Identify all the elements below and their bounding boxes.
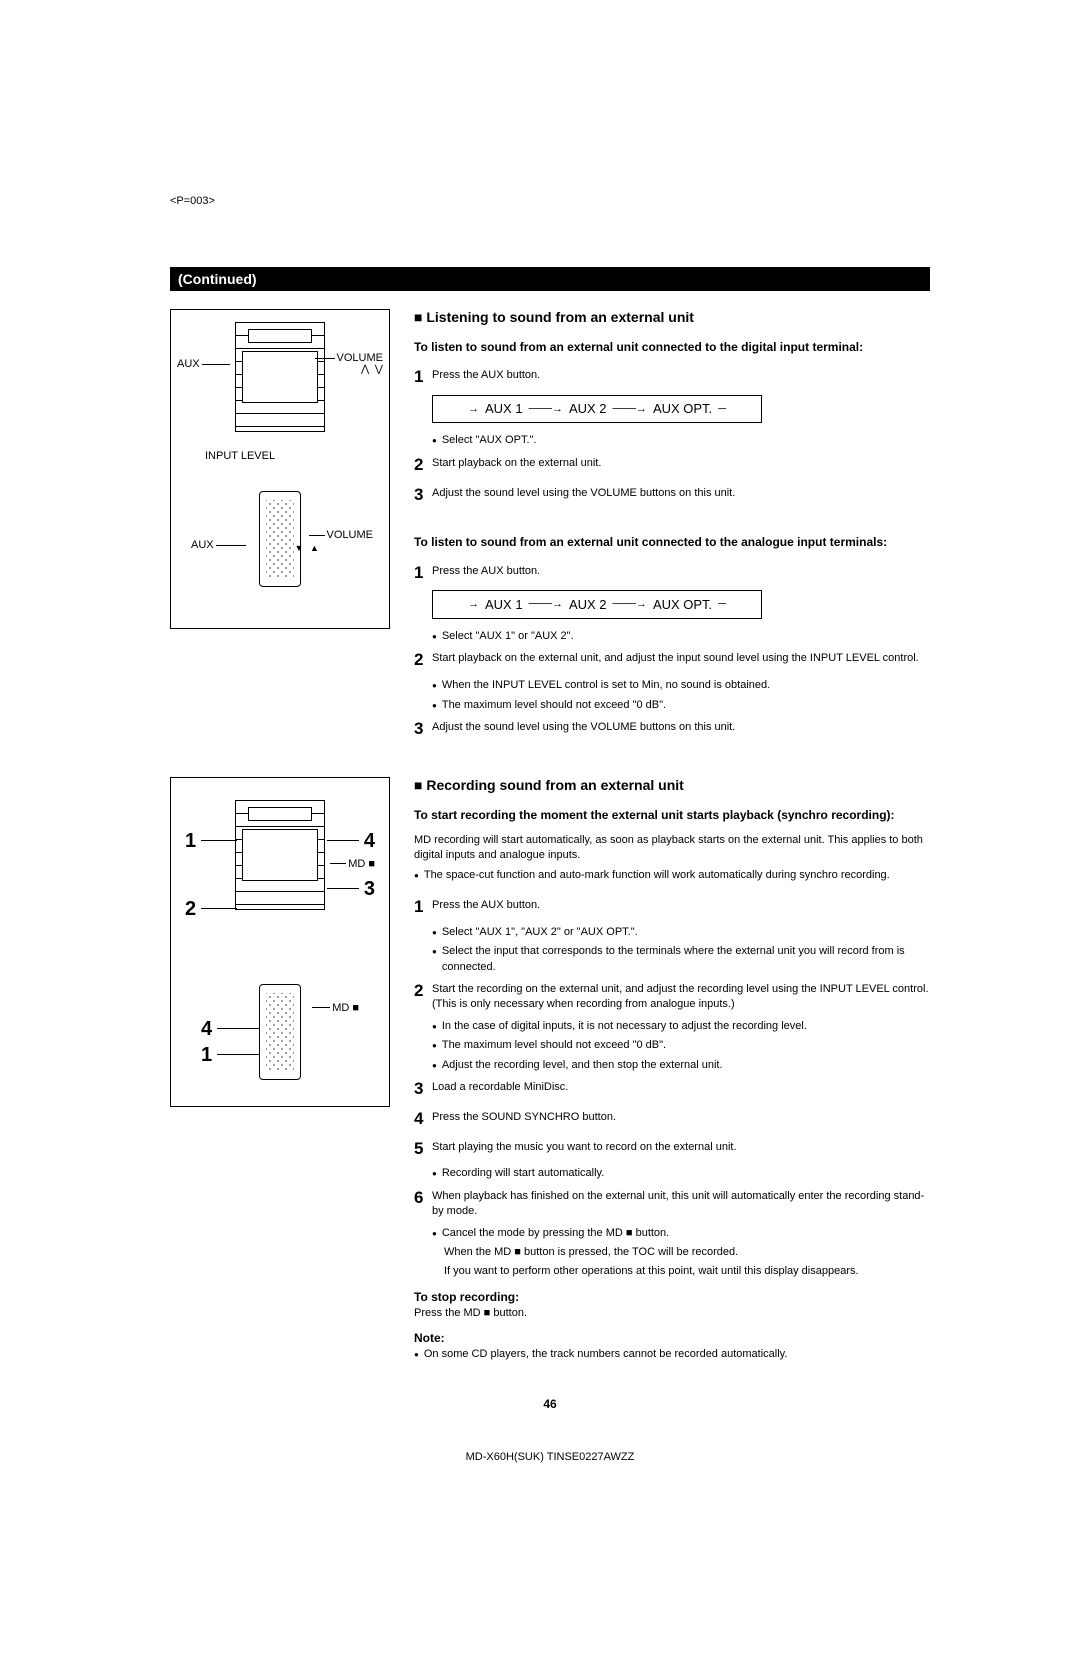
- rec-step-2: 2Start the recording on the external uni…: [414, 979, 930, 1013]
- callout-1b: 1: [201, 1044, 212, 1067]
- bullet-select-auxopt: Select "AUX OPT.".: [414, 433, 930, 448]
- bullet-rec-auto: Recording will start automatically.: [414, 1166, 930, 1181]
- page-marker: <P=003>: [170, 195, 930, 207]
- listening-title: Listening to sound from an external unit: [414, 309, 930, 325]
- aux-flow-1: →AUX 1 ───→AUX 2 ───→AUX OPT. ─: [432, 395, 762, 424]
- bullet-digital-noadjust: In the case of digital inputs, it is not…: [414, 1019, 930, 1034]
- callout-4: 4: [364, 830, 375, 853]
- bullet-max-0db-b: The maximum level should not exceed "0 d…: [414, 1038, 930, 1053]
- label-aux: AUX: [177, 358, 230, 370]
- rec-step-6: 6When playback has finished on the exter…: [414, 1186, 930, 1220]
- label-md-2: MD ■: [312, 1002, 359, 1014]
- section-listening: AUX VOLUME ⋀ ⋁ INPUT LEVEL AUX VOLUME: [170, 309, 930, 747]
- label-volume: VOLUME ⋀ ⋁: [315, 352, 383, 375]
- stop-recording-title: To stop recording:: [414, 1290, 930, 1304]
- bullet-select-aux12: Select "AUX 1" or "AUX 2".: [414, 629, 930, 644]
- remote-illustration-2: [259, 984, 301, 1080]
- label-input-level: INPUT LEVEL: [205, 450, 275, 462]
- bullet-max-0db-a: The maximum level should not exceed "0 d…: [414, 698, 930, 713]
- callout-1: 1: [185, 830, 196, 853]
- step-2a: 2Start playback on the external unit.: [414, 453, 930, 477]
- page-number: 46: [170, 1397, 930, 1411]
- rec-step-4: 4Press the SOUND SYNCHRO button.: [414, 1107, 930, 1131]
- rec-step-5: 5Start playing the music you want to rec…: [414, 1137, 930, 1161]
- aux-flow-2: →AUX 1 ───→AUX 2 ───→AUX OPT. ─: [432, 590, 762, 619]
- bullet-spacecut: The space-cut function and auto-mark fun…: [414, 868, 930, 883]
- bullet-select-input: Select the input that corresponds to the…: [414, 944, 930, 975]
- callout-4b: 4: [201, 1018, 212, 1041]
- step-1a: 1Press the AUX button.: [414, 365, 930, 389]
- bullet-cancel-mode: Cancel the mode by pressing the MD ■ but…: [414, 1226, 930, 1241]
- remote-illustration: [259, 491, 301, 587]
- synchro-intro: MD recording will start automatically, a…: [414, 833, 930, 864]
- callout-3: 3: [364, 878, 375, 901]
- rec-step-1: 1Press the AUX button.: [414, 895, 930, 919]
- section-recording: 1 2 4 3 MD ■ 4 1 MD: [170, 777, 930, 1367]
- step-1b: 1Press the AUX button.: [414, 561, 930, 585]
- recording-title: Recording sound from an external unit: [414, 777, 930, 793]
- diagram-2: 1 2 4 3 MD ■ 4 1 MD: [170, 777, 390, 1107]
- note-title: Note:: [414, 1331, 930, 1345]
- step-3a: 3Adjust the sound level using the VOLUME…: [414, 483, 930, 507]
- rec-step-3: 3Load a recordable MiniDisc.: [414, 1077, 930, 1101]
- bullet-min-nosound: When the INPUT LEVEL control is set to M…: [414, 678, 930, 693]
- stop-recording-text: Press the MD ■ button.: [414, 1306, 930, 1321]
- label-volume-remote: VOLUME ▼ ▲: [309, 529, 373, 541]
- bullet-select-aux-rec: Select "AUX 1", "AUX 2" or "AUX OPT.".: [414, 925, 930, 940]
- continued-header: (Continued): [170, 267, 930, 291]
- diagram-1: AUX VOLUME ⋀ ⋁ INPUT LEVEL AUX VOLUME: [170, 309, 390, 629]
- synchro-heading: To start recording the moment the extern…: [414, 807, 930, 823]
- analogue-input-heading: To listen to sound from an external unit…: [414, 534, 930, 550]
- line-toc-recorded: When the MD ■ button is pressed, the TOC…: [414, 1245, 930, 1260]
- digital-input-heading: To listen to sound from an external unit…: [414, 339, 930, 355]
- label-aux-remote: AUX: [191, 539, 246, 551]
- footer-code: MD-X60H(SUK) TINSE0227AWZZ: [170, 1451, 930, 1463]
- note-bullet: On some CD players, the track numbers ca…: [414, 1347, 930, 1362]
- step-3b: 3Adjust the sound level using the VOLUME…: [414, 717, 930, 741]
- line-wait-display: If you want to perform other operations …: [414, 1264, 930, 1279]
- callout-2: 2: [185, 898, 196, 921]
- stereo-illustration-2: [235, 800, 325, 910]
- manual-page: <P=003> (Continued) AUX VOLUME ⋀ ⋁: [170, 195, 930, 1463]
- label-md: MD ■: [330, 858, 375, 870]
- stereo-illustration: [235, 322, 325, 432]
- step-2b: 2Start playback on the external unit, an…: [414, 648, 930, 672]
- bullet-adjust-stop: Adjust the recording level, and then sto…: [414, 1058, 930, 1073]
